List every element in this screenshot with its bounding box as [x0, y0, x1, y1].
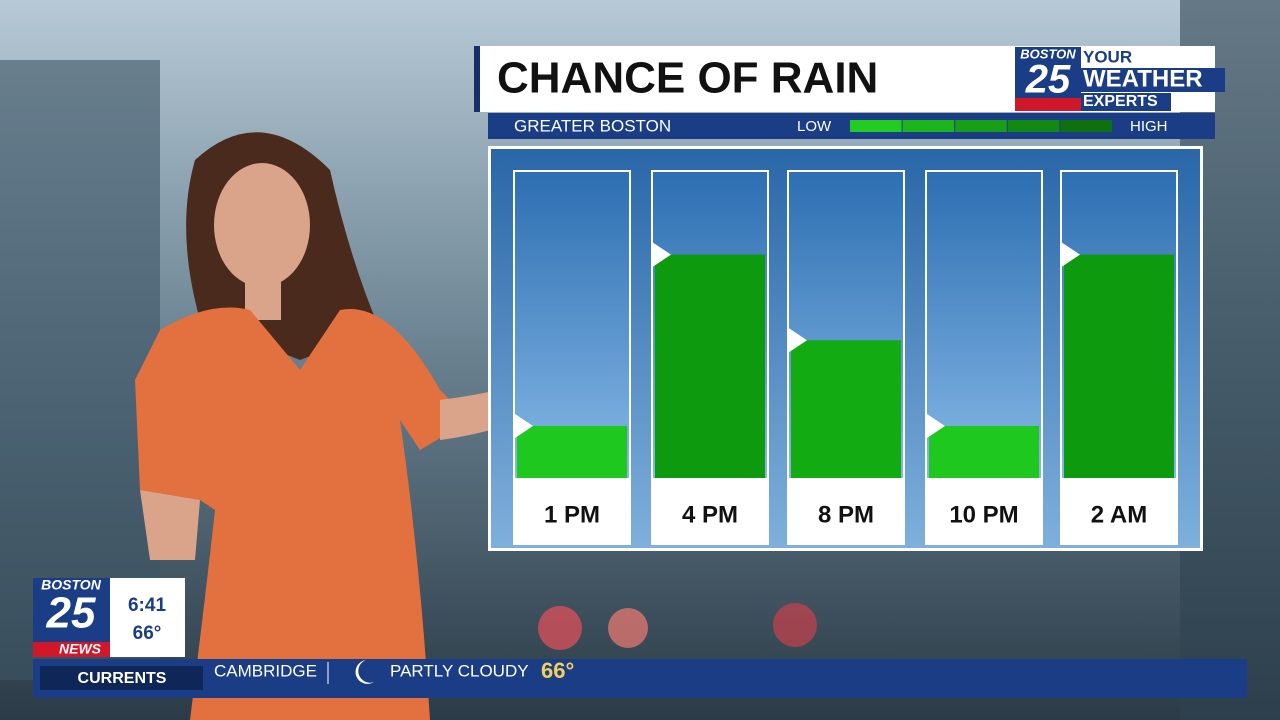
x-tick-label: 1 PM [544, 501, 600, 528]
bar [791, 340, 901, 478]
x-tick-label: 4 PM [682, 501, 738, 528]
scale-segment [902, 120, 955, 132]
ticker-separator [327, 662, 329, 684]
x-tick-label: 2 AM [1091, 501, 1147, 528]
bar-marker [927, 413, 945, 438]
news-bug: BOSTON 25 NEWS 6:41 66° [33, 577, 185, 657]
bug-brand: NEWS [59, 641, 102, 657]
ticker-label-box [40, 666, 203, 690]
bar [517, 425, 627, 478]
bars: 1 PM 4 PM 8 PM 10 PM 2 AM [513, 170, 1178, 545]
logo-station: BOSTON [1020, 46, 1076, 61]
chart-subtitle: GREATER BOSTON [514, 116, 671, 135]
scale-bar [850, 120, 1112, 132]
bokeh-light [608, 608, 648, 648]
chart-title: CHANCE OF RAIN [497, 54, 878, 103]
bug-number: 25 [46, 589, 96, 638]
bar [655, 254, 765, 478]
bokeh-light [538, 606, 582, 650]
bar [1064, 254, 1174, 478]
ticker-bar [33, 659, 1247, 698]
scale-segment [1060, 120, 1112, 132]
bokeh-light [773, 603, 817, 647]
x-tick-label: 10 PM [949, 501, 1018, 528]
logo-line2: WEATHER [1083, 65, 1203, 92]
bar-marker [653, 242, 671, 267]
bug-station: BOSTON [41, 577, 102, 593]
scale-high: HIGH [1130, 118, 1168, 135]
bug-temperature: 66° [133, 623, 162, 644]
ticker-location: CAMBRIDGE [214, 661, 317, 680]
bar-marker [515, 413, 533, 438]
title-accent [474, 46, 480, 112]
background-building [0, 60, 160, 680]
scale-segment [850, 120, 902, 132]
ticker-label: CURRENTS [78, 670, 167, 687]
bar-marker [1062, 242, 1080, 267]
scale-low: LOW [797, 118, 832, 135]
logo-line3: EXPERTS [1083, 93, 1158, 110]
bar [929, 425, 1039, 478]
bar-marker [789, 328, 807, 353]
x-tick-label: 8 PM [818, 501, 874, 528]
logo-line1: YOUR [1083, 47, 1132, 66]
moon-icon [355, 660, 374, 684]
bug-time: 6:41 [128, 595, 166, 616]
scale-segment [1007, 120, 1060, 132]
ticker-temperature: 66° [541, 658, 574, 683]
logo-number: 25 [1025, 58, 1071, 102]
station-logo: BOSTON 25 YOUR WEATHER EXPERTS [1015, 46, 1225, 111]
scale-segment [955, 120, 1007, 132]
ticker-condition: PARTLY CLOUDY [390, 661, 529, 680]
